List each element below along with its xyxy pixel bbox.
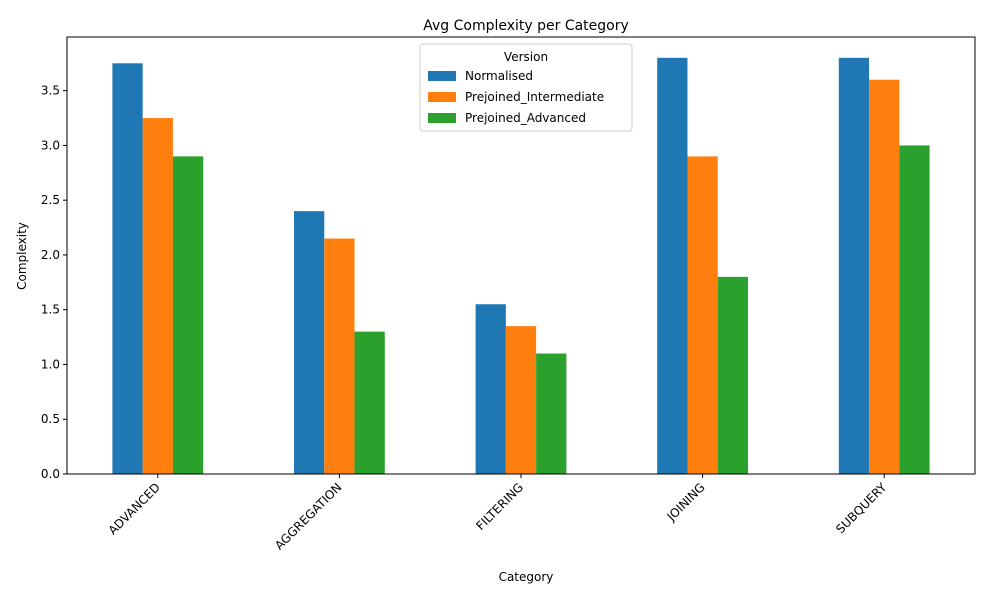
x-axis-label: Category xyxy=(499,570,554,584)
y-tick-label: 3.5 xyxy=(41,84,60,98)
legend-swatch xyxy=(428,71,456,81)
legend-box xyxy=(419,43,633,132)
legend: Version Normalised Prejoined_Intermediate… xyxy=(419,43,633,132)
plot-frame xyxy=(66,36,976,475)
y-tick-label: 2.0 xyxy=(41,248,60,262)
x-tick-label: JOINING xyxy=(664,480,708,524)
bar-advanced-prejoined_advanced xyxy=(172,156,204,474)
bar-joining-prejoined_intermediate xyxy=(687,156,718,474)
y-tick-label: 1.5 xyxy=(41,303,60,317)
bar-joining-normalised xyxy=(657,57,688,475)
bar-aggregation-prejoined_advanced xyxy=(354,331,385,474)
bar-subquery-normalised xyxy=(838,57,870,475)
legend-swatch xyxy=(428,92,456,102)
x-tick-label: SUBQUERY xyxy=(833,480,890,537)
bars-layer xyxy=(112,57,930,475)
x-axis: ADVANCED AGGREGATION FILTERING JOINING SUBQU… xyxy=(106,474,890,553)
y-tick-label: 0.0 xyxy=(41,467,60,481)
bar-aggregation-prejoined_intermediate xyxy=(324,238,355,474)
legend-label: Prejoined_Advanced xyxy=(465,111,586,125)
legend-title: Version xyxy=(504,50,548,64)
bar-advanced-normalised xyxy=(112,63,143,474)
bar-filtering-prejoined_intermediate xyxy=(505,326,537,474)
x-tick-label: FILTERING xyxy=(473,480,526,533)
y-axis-label: Complexity xyxy=(15,222,29,290)
bar-filtering-prejoined_advanced xyxy=(536,353,567,474)
bar-filtering-normalised xyxy=(475,304,506,474)
y-tick-label: 1.0 xyxy=(41,357,60,371)
bar-aggregation-normalised xyxy=(294,211,325,474)
y-tick-label: 3.0 xyxy=(41,138,60,152)
bar-subquery-prejoined_advanced xyxy=(899,145,930,474)
bar-joining-prejoined_advanced xyxy=(717,276,748,474)
y-tick-label: 2.5 xyxy=(41,193,60,207)
x-tick-label: ADVANCED xyxy=(106,480,163,537)
x-tick-label: AGGREGATION xyxy=(272,480,344,552)
chart-title: Avg Complexity per Category xyxy=(423,18,629,34)
y-axis: 0.0 0.5 1.0 1.5 2.0 2.5 3.0 3.5 xyxy=(41,84,67,481)
legend-label: Prejoined_Intermediate xyxy=(465,90,604,104)
legend-label: Normalised xyxy=(465,69,533,83)
legend-swatch xyxy=(428,113,456,123)
bar-advanced-prejoined_intermediate xyxy=(142,118,173,475)
y-tick-label: 0.5 xyxy=(41,412,60,426)
bar-subquery-prejoined_intermediate xyxy=(869,79,900,475)
